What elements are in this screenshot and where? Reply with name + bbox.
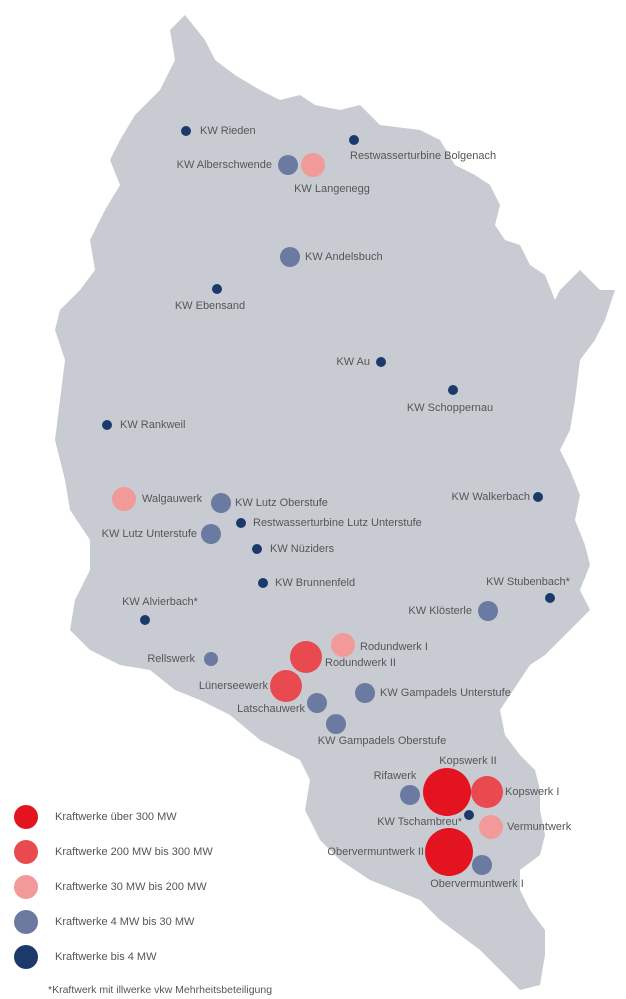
plant-label: Kopswerk II bbox=[439, 755, 496, 767]
plant-label: KW Ebensand bbox=[175, 300, 245, 312]
plant-label: Rifawerk bbox=[374, 770, 417, 782]
plant-marker bbox=[355, 683, 375, 703]
legend-label: Kraftwerke 200 MW bis 300 MW bbox=[55, 846, 213, 858]
plant-marker bbox=[280, 247, 300, 267]
plant-label: KW Nüziders bbox=[270, 543, 335, 555]
plant-marker bbox=[252, 544, 262, 554]
legend-label: Kraftwerke bis 4 MW bbox=[55, 951, 157, 963]
plant-label: KW Klösterle bbox=[408, 605, 472, 617]
plant-marker bbox=[326, 714, 346, 734]
plant-marker bbox=[376, 357, 386, 367]
plant-label: Restwasserturbine Lutz Unterstufe bbox=[253, 517, 422, 529]
plant-label: KW Tschambreu* bbox=[377, 816, 462, 828]
plant-marker bbox=[270, 670, 302, 702]
plant-label: KW Stubenbach* bbox=[486, 576, 570, 588]
plant-label: KW Rieden bbox=[200, 125, 256, 137]
plant-marker bbox=[400, 785, 420, 805]
plant-marker bbox=[102, 420, 112, 430]
plant-label: KW Brunnenfeld bbox=[275, 577, 355, 589]
legend-marker bbox=[14, 910, 38, 934]
plant-marker bbox=[212, 284, 222, 294]
plant-label: KW Alberschwende bbox=[177, 159, 272, 171]
plant-marker bbox=[307, 693, 327, 713]
legend-marker bbox=[14, 840, 38, 864]
plant-marker bbox=[112, 487, 136, 511]
plant-label: Rodundwerk I bbox=[360, 641, 428, 653]
plant-marker bbox=[533, 492, 543, 502]
plant-label: Obervermuntwerk I bbox=[430, 878, 524, 890]
plant-marker bbox=[423, 768, 471, 816]
plant-label: Restwasserturbine Bolgenach bbox=[350, 150, 496, 162]
plant-marker bbox=[472, 855, 492, 875]
plant-label: Rodundwerk II bbox=[325, 657, 396, 669]
legend-label: Kraftwerke 4 MW bis 30 MW bbox=[55, 916, 195, 928]
plant-label: Walgauwerk bbox=[142, 493, 203, 505]
plant-label: KW Rankweil bbox=[120, 419, 185, 431]
plant-marker bbox=[236, 518, 246, 528]
plant-marker bbox=[349, 135, 359, 145]
legend-marker bbox=[14, 805, 38, 829]
plant-marker bbox=[425, 828, 473, 876]
plant-marker bbox=[479, 815, 503, 839]
plant-marker bbox=[181, 126, 191, 136]
plant-marker bbox=[278, 155, 298, 175]
legend-marker bbox=[14, 945, 38, 969]
plant-marker bbox=[201, 524, 221, 544]
plant-label: Kopswerk I bbox=[505, 786, 559, 798]
plant-label: Latschauwerk bbox=[237, 703, 305, 715]
plant-label: KW Lutz Unterstufe bbox=[102, 528, 197, 540]
plant-label: KW Walkerbach bbox=[452, 491, 530, 503]
plant-marker bbox=[301, 153, 325, 177]
plant-marker bbox=[290, 641, 322, 673]
region-outline bbox=[55, 15, 615, 990]
plant-label: KW Schoppernau bbox=[407, 402, 493, 414]
plant-marker bbox=[258, 578, 268, 588]
plant-marker bbox=[211, 493, 231, 513]
plant-label: KW Gampadels Unterstufe bbox=[380, 687, 511, 699]
plant-marker bbox=[204, 652, 218, 666]
plant-marker bbox=[478, 601, 498, 621]
plant-marker bbox=[448, 385, 458, 395]
plant-label: Lünerseewerk bbox=[199, 680, 269, 692]
legend-marker bbox=[14, 875, 38, 899]
plant-marker bbox=[545, 593, 555, 603]
legend-label: Kraftwerke 30 MW bis 200 MW bbox=[55, 881, 207, 893]
plant-label: KW Au bbox=[336, 356, 370, 368]
plant-label: Obervermuntwerk II bbox=[327, 846, 424, 858]
legend-label: Kraftwerke über 300 MW bbox=[55, 811, 177, 823]
plant-label: KW Lutz Oberstufe bbox=[235, 497, 328, 509]
plant-label: KW Langenegg bbox=[294, 183, 370, 195]
plant-label: KW Andelsbuch bbox=[305, 251, 383, 263]
plant-marker bbox=[471, 776, 503, 808]
footnote: *Kraftwerk mit illwerke vkw Mehrheitsbet… bbox=[48, 984, 272, 996]
plant-marker bbox=[331, 633, 355, 657]
plant-marker bbox=[464, 810, 474, 820]
plant-label: KW Gampadels Oberstufe bbox=[318, 735, 446, 747]
plant-label: Rellswerk bbox=[147, 653, 195, 665]
plant-label: Vermuntwerk bbox=[507, 821, 572, 833]
plant-marker bbox=[140, 615, 150, 625]
plant-label: KW Alvierbach* bbox=[122, 596, 199, 608]
